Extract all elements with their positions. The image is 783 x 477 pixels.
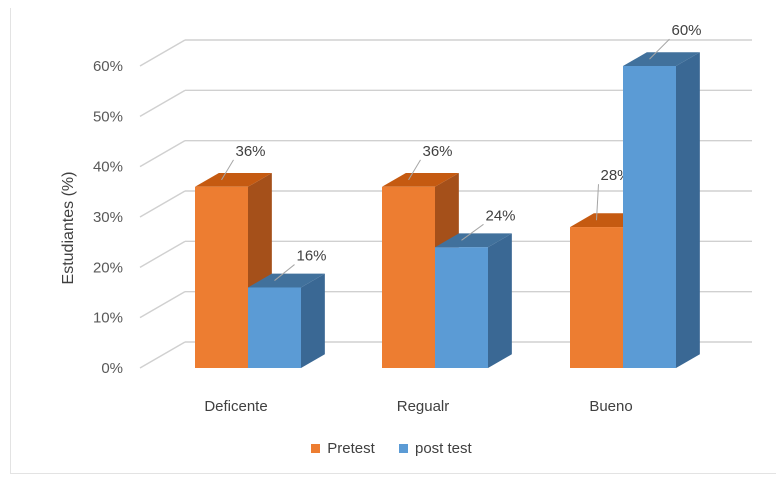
- bar: [248, 287, 301, 368]
- data-label: 36%: [423, 143, 453, 160]
- legend-swatch-pretest: [311, 444, 321, 453]
- gridline-depth: [139, 291, 186, 319]
- bar: [623, 66, 676, 368]
- y-axis-label: Estudiantes (%): [60, 172, 77, 285]
- bar-side: [676, 52, 700, 368]
- x-tick-label: Deficente: [204, 398, 267, 415]
- bar: [435, 247, 488, 368]
- legend-label-post-test: post test: [415, 440, 472, 457]
- y-tick-label: 0%: [101, 360, 123, 377]
- x-tick-label: Regualr: [397, 398, 450, 415]
- y-tick-label: 60%: [93, 58, 123, 75]
- gridline-depth: [139, 140, 186, 168]
- legend-item-pretest: Pretest: [311, 440, 375, 457]
- gridline-depth: [139, 39, 186, 67]
- bar-top: [195, 173, 272, 187]
- gridline-depth: [139, 89, 186, 117]
- y-axis-ticks: 0% 10% 20% 30% 40% 50% 60%: [93, 58, 123, 377]
- bars: 36%16%36%24%28%60%: [195, 22, 702, 368]
- gridline-depth: [139, 240, 186, 268]
- x-axis-ticks: Deficente Regualr Bueno: [204, 398, 632, 415]
- bar-top: [435, 233, 512, 248]
- data-label: 16%: [297, 248, 327, 265]
- bar-side: [488, 233, 512, 368]
- data-label-leader: [221, 159, 234, 181]
- bar-side: [301, 273, 325, 368]
- bar-top: [382, 173, 459, 187]
- y-tick-label: 30%: [93, 209, 123, 226]
- x-tick-label: Bueno: [589, 398, 632, 415]
- data-label: 24%: [486, 207, 516, 224]
- y-tick-label: 10%: [93, 310, 123, 327]
- bar-top: [623, 52, 700, 66]
- y-tick-label: 50%: [93, 108, 123, 125]
- bar: [382, 186, 435, 368]
- data-label-leader: [274, 264, 295, 281]
- y-tick-label: 40%: [93, 159, 123, 176]
- data-label-leader: [461, 223, 484, 241]
- gridline-depth: [139, 341, 186, 369]
- data-label-leader: [649, 38, 670, 60]
- data-label-leader: [596, 184, 599, 221]
- legend-item-post-test: post test: [399, 440, 472, 457]
- bar: [570, 227, 623, 368]
- data-label: 60%: [672, 22, 702, 39]
- legend-label-pretest: Pretest: [327, 440, 375, 457]
- gridline-depth: [139, 190, 186, 218]
- bar: [195, 186, 248, 368]
- data-label-leader: [408, 159, 421, 181]
- bar-top: [248, 273, 325, 288]
- legend-swatch-post-test: [399, 444, 408, 453]
- y-tick-label: 20%: [93, 259, 123, 276]
- legend: Pretest post test: [0, 440, 783, 457]
- data-label: 36%: [236, 143, 266, 160]
